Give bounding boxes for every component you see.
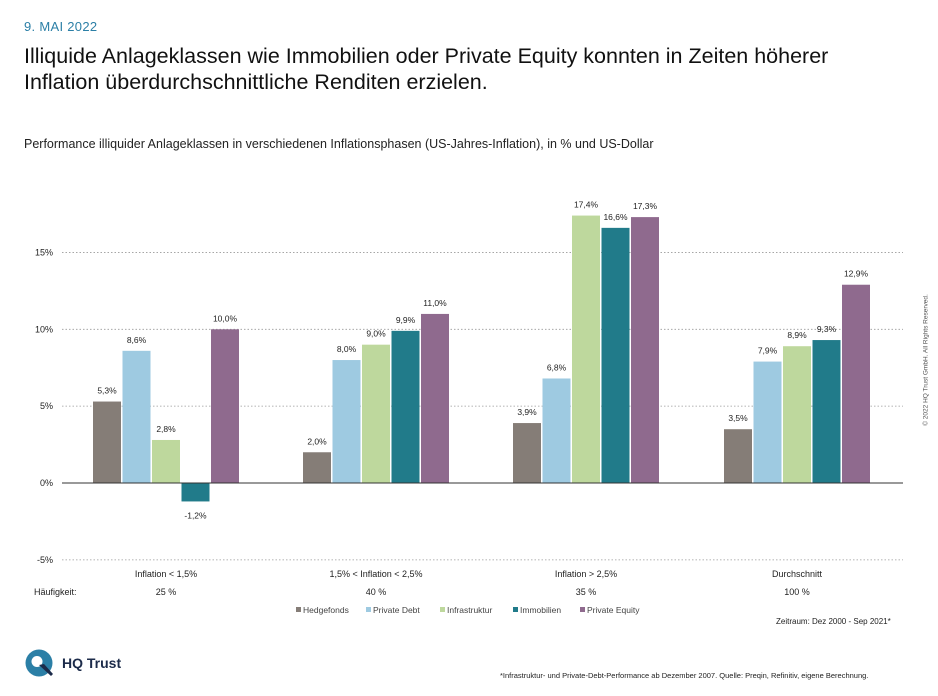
bar <box>362 344 390 483</box>
frequency-value: 25 % <box>156 587 177 597</box>
legend-swatch <box>440 607 445 612</box>
legend-label: Immobilien <box>520 605 561 615</box>
data-label: 2,0% <box>307 436 327 446</box>
bar <box>303 452 331 483</box>
data-label: 9,3% <box>817 324 837 334</box>
data-label: -1,2% <box>184 510 207 520</box>
y-tick-label: 5% <box>40 401 53 411</box>
data-label: 6,8% <box>547 362 567 372</box>
data-label: 3,5% <box>728 413 748 423</box>
bar-chart: -5% 0% 5% 10% 15% 5,3% 2,0% 3,9% 3,5% 8,6% 8,0% 6,8… <box>34 200 903 615</box>
data-label: 16,6% <box>603 212 628 222</box>
frequency-value: 40 % <box>366 587 387 597</box>
legend-swatch <box>513 607 518 612</box>
bar <box>812 340 841 483</box>
frequency-value: 100 % <box>784 587 810 597</box>
legend-label: Infrastruktur <box>447 605 493 615</box>
data-label: 7,9% <box>758 346 778 356</box>
bar <box>181 483 210 502</box>
bar <box>631 217 659 483</box>
report-date: 9. MAI 2022 <box>24 19 98 34</box>
bar <box>211 329 239 483</box>
data-label: 17,3% <box>633 201 658 211</box>
bar <box>572 215 600 483</box>
bar <box>122 350 151 483</box>
y-tick-label: 15% <box>35 247 53 257</box>
headline: Illiquide Anlageklassen wie Immobilien o… <box>24 44 829 94</box>
chart-subtitle: Performance illiquider Anlageklassen in … <box>24 137 654 151</box>
bar <box>152 439 180 483</box>
data-label: 8,9% <box>787 330 807 340</box>
legend-swatch <box>296 607 301 612</box>
frequency-value: 35 % <box>576 587 597 597</box>
bar <box>601 227 630 483</box>
period-note: Zeitraum: Dez 2000 - Sep 2021* <box>776 617 891 626</box>
y-tick-label: 10% <box>35 324 53 334</box>
category-label: Inflation > 2,5% <box>555 569 617 579</box>
legend-swatch <box>366 607 371 612</box>
y-tick-label: -5% <box>37 555 53 565</box>
frequency-label: Häufigkeit: <box>34 587 77 597</box>
bar <box>783 346 811 483</box>
y-tick-label: 0% <box>40 478 53 488</box>
hq-trust-logo-icon <box>25 649 53 677</box>
category-label: 1,5% < Inflation < 2,5% <box>329 569 422 579</box>
data-label: 12,9% <box>844 269 869 279</box>
data-label: 9,0% <box>366 329 386 339</box>
data-label: 10,0% <box>213 313 238 323</box>
copyright-notice: © 2022 HQ Trust GmbH. All Rights Reserve… <box>922 294 930 426</box>
bar <box>724 429 752 483</box>
brand-name: HQ Trust <box>62 655 122 671</box>
bar <box>513 423 541 483</box>
source-footnote: *Infrastruktur- und Private-Debt-Perform… <box>500 671 869 680</box>
data-label: 5,3% <box>97 386 117 396</box>
data-label: 11,0% <box>423 298 447 308</box>
data-label: 9,9% <box>396 315 416 325</box>
bar <box>753 361 782 483</box>
data-label: 8,0% <box>337 344 357 354</box>
category-label: Inflation < 1,5% <box>135 569 197 579</box>
bar <box>421 313 449 483</box>
legend-label: Private Equity <box>587 605 640 615</box>
legend-label: Private Debt <box>373 605 420 615</box>
data-label: 17,4% <box>574 200 599 210</box>
data-label: 8,6% <box>127 335 147 345</box>
legend-label: Hedgefonds <box>303 605 349 615</box>
bar <box>391 330 420 483</box>
bar <box>542 378 571 483</box>
data-label: 3,9% <box>517 407 537 417</box>
legend-swatch <box>580 607 585 612</box>
bar <box>332 360 361 483</box>
data-label: 2,8% <box>156 424 176 434</box>
category-label: Durchschnitt <box>772 569 823 579</box>
bar <box>93 401 121 483</box>
hq-trust-logo: HQ Trust <box>24 648 121 678</box>
bar <box>842 284 870 483</box>
